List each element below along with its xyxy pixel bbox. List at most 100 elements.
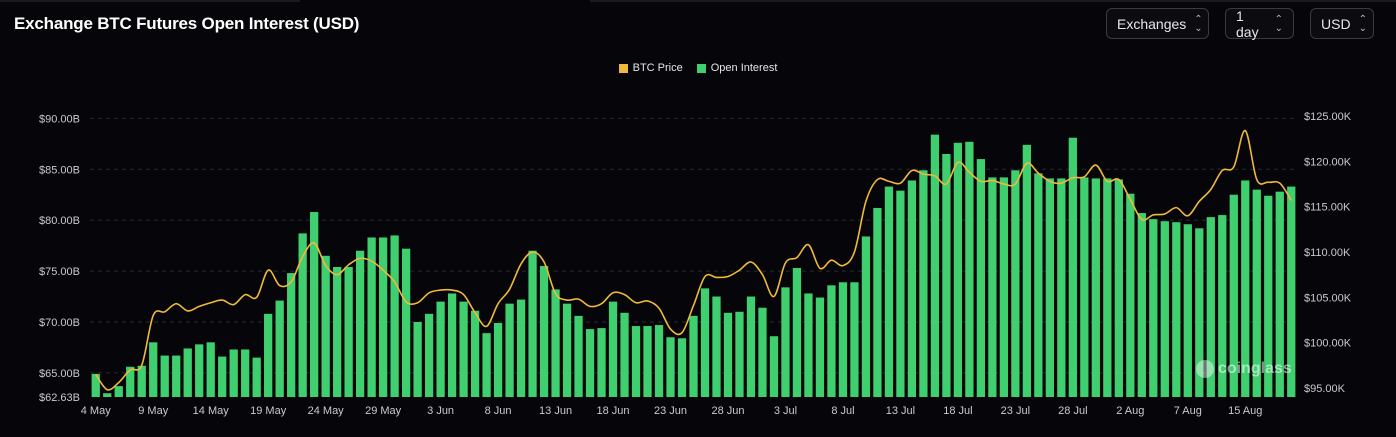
bar	[241, 349, 250, 397]
legend-label-btc-price: BTC Price	[632, 62, 683, 74]
bar	[1057, 178, 1066, 397]
bar	[597, 328, 606, 397]
bar	[183, 348, 192, 397]
bar	[126, 366, 135, 397]
x-tick-label: 8 Jul	[831, 405, 854, 417]
x-tick-label: 19 May	[250, 405, 287, 417]
chevron-updown-icon: ⌃ ⌄	[1194, 13, 1203, 34]
btc-price-line	[95, 129, 1292, 391]
bar	[378, 237, 388, 397]
bar	[321, 255, 330, 397]
bar	[229, 349, 238, 397]
bar	[470, 310, 480, 397]
right-axis: $95.00K $100.00K $105.00K $110.00K $115.00K $…	[1304, 111, 1352, 395]
left-tick-label: $65.00B	[39, 368, 80, 380]
bar	[195, 344, 204, 397]
bar	[1195, 228, 1204, 397]
top-border-left	[0, 0, 300, 2]
bar	[861, 236, 871, 397]
bar	[700, 288, 710, 397]
bar	[689, 315, 698, 397]
x-tick-label: 7 Aug	[1174, 405, 1202, 417]
x-tick-label: 15 Aug	[1228, 405, 1262, 417]
right-tick-label: $100.00K	[1304, 338, 1352, 350]
interval-select-label: 1 day	[1236, 7, 1259, 40]
bar	[287, 273, 296, 397]
bar	[91, 373, 100, 397]
bar	[620, 312, 629, 397]
legend-label-open-interest: Open Interest	[710, 62, 778, 74]
bar	[654, 325, 664, 397]
bar	[459, 301, 468, 397]
bar	[896, 190, 905, 397]
x-tick-label: 18 Jun	[597, 405, 630, 417]
currency-select-label: USD	[1321, 15, 1351, 32]
chevron-updown-icon: ⌃ ⌄	[1274, 13, 1283, 34]
bar	[390, 235, 399, 397]
bar	[942, 153, 951, 397]
right-tick-label: $125.00K	[1304, 111, 1352, 123]
bar	[758, 307, 767, 397]
bar	[1126, 193, 1135, 397]
bar	[149, 342, 158, 397]
bar	[643, 326, 652, 397]
bar	[264, 313, 273, 397]
bar	[988, 177, 997, 397]
bar	[746, 296, 756, 397]
right-tick-label: $105.00K	[1304, 292, 1352, 304]
bar	[1252, 189, 1261, 397]
bar	[631, 326, 641, 397]
x-tick-label: 29 May	[365, 405, 402, 417]
bar	[528, 250, 537, 397]
bar	[608, 301, 618, 397]
left-tick-label: $62.63B	[39, 392, 80, 404]
bar	[333, 266, 342, 397]
bar	[298, 233, 307, 397]
bar	[712, 296, 721, 397]
chevron-updown-icon: ⌃ ⌄	[1358, 13, 1367, 34]
bar	[137, 365, 146, 397]
top-border-right	[590, 0, 1396, 2]
legend-item-open-interest[interactable]: Open Interest	[696, 62, 778, 74]
bar	[1275, 191, 1284, 397]
watermark-text: coinglass	[1218, 360, 1292, 377]
x-tick-label: 8 Jun	[485, 405, 512, 417]
bar	[574, 315, 583, 397]
exchanges-select-label: Exchanges	[1117, 15, 1187, 32]
bar	[976, 159, 986, 397]
bar	[827, 285, 836, 397]
chart-legend: BTC Price Open Interest	[0, 62, 1396, 74]
bar	[884, 186, 894, 397]
bar	[1264, 195, 1273, 397]
bar	[493, 322, 503, 397]
left-tick-label: $80.00B	[39, 215, 80, 227]
bar	[677, 338, 687, 397]
bar	[1068, 137, 1077, 397]
x-tick-label: 23 Jun	[654, 405, 687, 417]
bar	[815, 297, 825, 397]
x-tick-label: 13 Jun	[539, 405, 572, 417]
watermark: coinglass	[1196, 360, 1292, 378]
bar	[1206, 217, 1215, 397]
bar	[551, 289, 560, 397]
bar	[114, 386, 123, 397]
bar	[562, 303, 572, 397]
bar	[482, 333, 491, 397]
currency-select[interactable]: USD ⌃ ⌄	[1310, 8, 1374, 39]
coinglass-logo-icon	[1196, 360, 1214, 378]
bar	[850, 282, 859, 397]
left-tick-label: $70.00B	[39, 317, 80, 329]
right-tick-label: $95.00K	[1304, 383, 1346, 395]
bar	[919, 170, 928, 397]
left-tick-label: $75.00B	[39, 266, 80, 278]
legend-item-btc-price[interactable]: BTC Price	[618, 62, 683, 74]
bar	[1160, 221, 1169, 397]
bar	[735, 311, 744, 397]
interval-select[interactable]: 1 day ⌃ ⌄	[1225, 7, 1294, 40]
bar	[505, 303, 514, 397]
bar	[723, 312, 733, 397]
bar	[1183, 224, 1192, 397]
exchanges-select[interactable]: Exchanges ⌃ ⌄	[1106, 8, 1209, 39]
right-tick-label: $115.00K	[1304, 202, 1351, 214]
